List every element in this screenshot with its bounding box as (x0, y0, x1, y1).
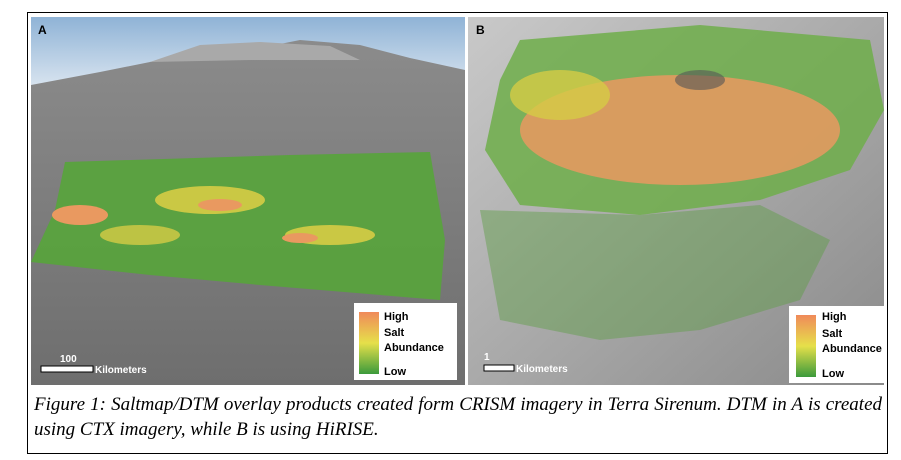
legend-title: Abundance (384, 342, 444, 354)
panel-label: A (38, 23, 47, 37)
legend-high: High (384, 311, 409, 323)
page: A High Salt Abundance Low 100 Kilometers… (0, 0, 901, 460)
figure: A High Salt Abundance Low 100 Kilometers… (0, 0, 901, 390)
figure-caption: Figure 1: Saltmap/DTM overlay products c… (34, 392, 882, 442)
scale-value: 1 (484, 352, 490, 363)
scale-unit: Kilometers (516, 364, 568, 375)
panel-label: B (476, 23, 485, 37)
legend-title: Abundance (822, 343, 882, 355)
salt-high (282, 233, 318, 243)
legend-bar (359, 312, 379, 374)
legend-title: Salt (822, 328, 843, 340)
legend-low: Low (822, 368, 844, 380)
salt-mid (510, 70, 610, 120)
panel-a: A High Salt Abundance Low 100 Kilometers (31, 17, 465, 385)
legend-title: Salt (384, 327, 405, 339)
panel-b: B High Salt Abundance Low 1 Kilometers (468, 17, 884, 385)
legend-bar (796, 315, 816, 377)
legend-high: High (822, 311, 847, 323)
scale-bar (484, 365, 514, 371)
salt-mid (100, 225, 180, 245)
scale-value: 100 (60, 354, 77, 365)
salt-high (198, 199, 242, 211)
scale-bar (41, 366, 93, 372)
legend-low: Low (384, 366, 406, 378)
scale-unit: Kilometers (95, 365, 147, 376)
terrain-shadow (675, 70, 725, 90)
salt-high (52, 205, 108, 225)
